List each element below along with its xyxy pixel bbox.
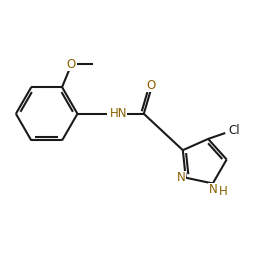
Text: HN: HN [109,107,127,120]
Text: O: O [146,79,155,92]
Text: O: O [67,58,76,71]
Text: N: N [208,183,217,196]
Text: H: H [219,185,227,198]
Text: N: N [177,171,186,184]
Text: Cl: Cl [229,124,240,137]
